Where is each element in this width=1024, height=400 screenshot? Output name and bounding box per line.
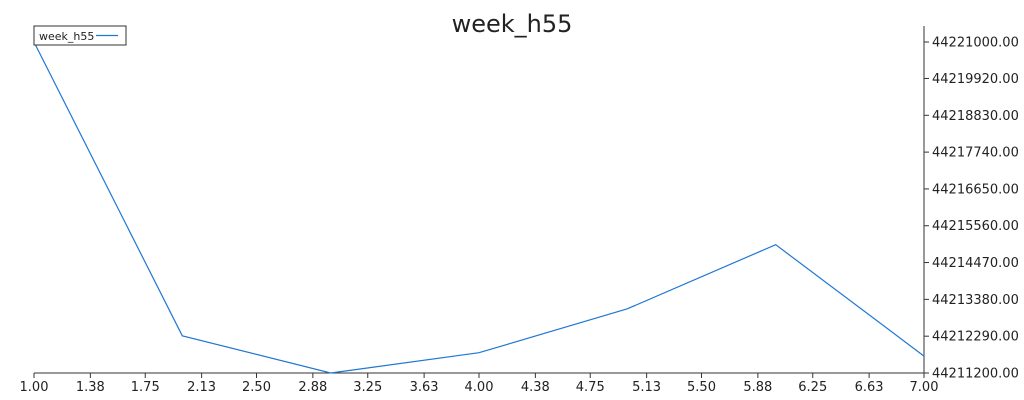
x-tick-label: 4.38 <box>521 380 550 395</box>
y-tick-label: 44212290.00 <box>932 330 1019 345</box>
y-tick-label: 44213380.00 <box>932 293 1019 308</box>
x-tick-label: 6.63 <box>855 380 884 395</box>
y-tick-label: 44218830.00 <box>932 109 1019 124</box>
x-tick-label: 3.25 <box>353 380 382 395</box>
chart-title: week_h55 <box>452 10 573 38</box>
legend-box <box>33 25 127 46</box>
x-tick-label: 4.75 <box>576 380 605 395</box>
x-axis-ticks: 1.00 1.38 1.75 2.13 2.50 2.88 3.25 3.63 4.00 4.38… <box>20 373 939 395</box>
x-tick-label: 2.50 <box>242 380 271 395</box>
x-tick-label: 5.13 <box>632 380 661 395</box>
x-tick-label: 5.88 <box>743 380 772 395</box>
y-tick-label: 44217740.00 <box>932 146 1019 161</box>
x-tick-label: 1.75 <box>131 380 160 395</box>
y-tick-label: 44219920.00 <box>932 72 1019 87</box>
y-tick-label: 44216650.00 <box>932 182 1019 197</box>
x-tick-label: 2.13 <box>187 380 216 395</box>
legend: week_h55 <box>33 25 127 46</box>
x-tick-label: 1.00 <box>20 380 49 395</box>
y-tick-label: 44211200.00 <box>932 367 1019 382</box>
y-axis-ticks: 44221000.00 44219920.00 44218830.00 4421774… <box>924 36 1019 382</box>
series-layer <box>33 41 925 374</box>
x-tick-label: 5.50 <box>687 380 716 395</box>
x-tick-label: 1.38 <box>76 380 105 395</box>
x-tick-label: 2.88 <box>298 380 327 395</box>
y-tick-label: 44221000.00 <box>932 36 1019 51</box>
legend-label: week_h55 <box>39 30 94 43</box>
x-tick-label: 6.25 <box>798 380 827 395</box>
y-tick-label: 44214470.00 <box>932 256 1019 271</box>
x-tick-label: 7.00 <box>910 380 939 395</box>
y-tick-label: 44215560.00 <box>932 219 1019 234</box>
series-line <box>33 41 925 374</box>
x-tick-label: 4.00 <box>465 380 494 395</box>
x-tick-label: 3.63 <box>410 380 439 395</box>
